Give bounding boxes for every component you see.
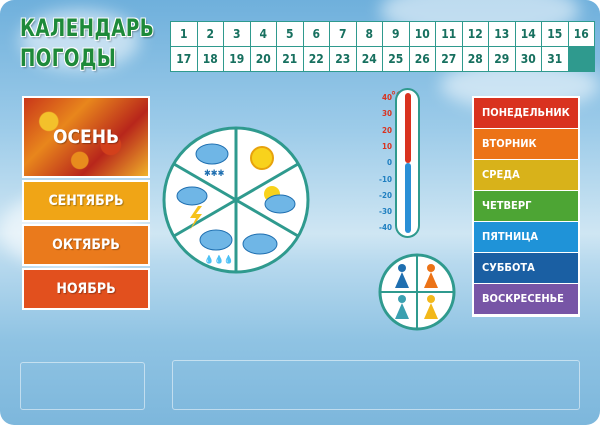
svg-text:✱✱✱: ✱✱✱ [204,169,225,179]
sun-icon[interactable] [250,146,274,170]
title-line-2: ПОГОДЫ [20,44,117,72]
date-cell[interactable]: 24 [356,47,382,71]
date-cell[interactable]: 18 [197,47,223,71]
date-cell[interactable]: 14 [515,22,541,46]
cloud-icon[interactable] [242,233,278,255]
date-cell[interactable]: 15 [542,22,568,46]
date-cell[interactable]: 28 [462,47,488,71]
blank-box-right [172,360,580,410]
snow-cloud-icon[interactable]: ✱✱✱ [195,143,229,179]
date-cell[interactable]: 5 [277,22,303,46]
date-cell[interactable]: 6 [303,22,329,46]
date-cell[interactable]: 4 [250,22,276,46]
date-cell[interactable]: 30 [515,47,541,71]
date-cell[interactable]: 16 [568,22,594,46]
date-cell[interactable]: 22 [303,47,329,71]
date-cell[interactable]: 2 [197,22,223,46]
date-cell[interactable]: 9 [383,22,409,46]
date-cell[interactable]: 13 [489,22,515,46]
thermometer-tick-label: 10 [381,141,392,151]
date-cell[interactable]: 21 [277,47,303,71]
thunderstorm-icon[interactable] [176,186,208,230]
date-cell[interactable]: 19 [224,47,250,71]
weather-wheel: ✱✱✱ 💧💧💧 [162,126,310,274]
date-cell[interactable]: 11 [436,22,462,46]
date-cell[interactable]: 17 [171,47,197,71]
title-line-1: КАЛЕНДАРЬ [20,14,155,42]
blank-box-left [20,362,145,410]
date-cell[interactable]: 1 [171,22,197,46]
date-cell[interactable]: 8 [356,22,382,46]
thermometer-tick-label: -20 [378,190,392,200]
weekday-tile[interactable]: ПЯТНИЦА [474,222,578,252]
date-cell[interactable]: 12 [462,22,488,46]
teal-person-icon[interactable] [395,295,409,319]
people-circle [378,253,456,331]
thermometer-tick-label: 40 [381,93,392,102]
date-cell[interactable]: 20 [250,47,276,71]
yellow-person-icon[interactable] [424,295,438,319]
month-label: СЕНТЯБРЬ [48,193,124,209]
season-autumn[interactable]: ОСЕНЬ [22,96,150,178]
thermometer-tick-label: -40 [378,223,392,233]
thermometer[interactable] [395,88,420,238]
month-tile[interactable]: СЕНТЯБРЬ [22,180,150,222]
thermometer-tick-label: 0 [386,158,392,168]
month-tile[interactable]: ОКТЯБРЬ [22,224,150,266]
thermometer-tick-label: 20 [381,125,392,135]
weekday-tile[interactable]: СРЕДА [474,160,578,190]
date-cell[interactable]: 31 [542,47,568,71]
month-tile[interactable]: НОЯБРЬ [22,268,150,310]
date-cell[interactable]: 7 [330,22,356,46]
svg-text:💧💧💧: 💧💧💧 [204,254,234,264]
sun-cloud-icon[interactable] [264,186,296,214]
weekday-tile[interactable]: ЧЕТВЕРГ [474,191,578,221]
date-cell[interactable]: 10 [409,22,435,46]
date-cell[interactable]: 23 [330,47,356,71]
thermometer-tick-label: -10 [378,174,392,184]
date-cell[interactable]: 27 [436,47,462,71]
blue-person-icon[interactable] [395,264,409,288]
orange-person-icon[interactable] [424,264,438,288]
month-label: НОЯБРЬ [56,281,116,297]
weekday-tile[interactable]: ВТОРНИК [474,129,578,159]
weekday-tile[interactable]: ПОНЕДЕЛЬНИК [474,98,578,128]
weekday-panel: ПОНЕДЕЛЬНИК ВТОРНИК СРЕДА ЧЕТВЕРГ ПЯТНИЦА СУБ… [472,96,580,317]
date-cell[interactable]: 26 [409,47,435,71]
month-label: ОКТЯБРЬ [52,237,120,253]
thermometer-tick-label: -30 [378,207,392,217]
date-cell[interactable]: 25 [383,47,409,71]
date-cell[interactable]: 29 [489,47,515,71]
weekday-tile[interactable]: ВОСКРЕСЕНЬЕ [474,284,578,314]
weekday-tile[interactable]: СУББОТА [474,253,578,283]
date-grid: 1 2 3 4 5 6 7 8 9 10 11 12 13 14 15 16 17 18 19 20 21 22 23 24 2… [170,21,595,72]
season-label: ОСЕНЬ [52,126,120,148]
rain-cloud-icon[interactable]: 💧💧💧 [199,229,234,264]
thermometer-tick-label: 30 [381,109,392,119]
date-cell[interactable]: 3 [224,22,250,46]
